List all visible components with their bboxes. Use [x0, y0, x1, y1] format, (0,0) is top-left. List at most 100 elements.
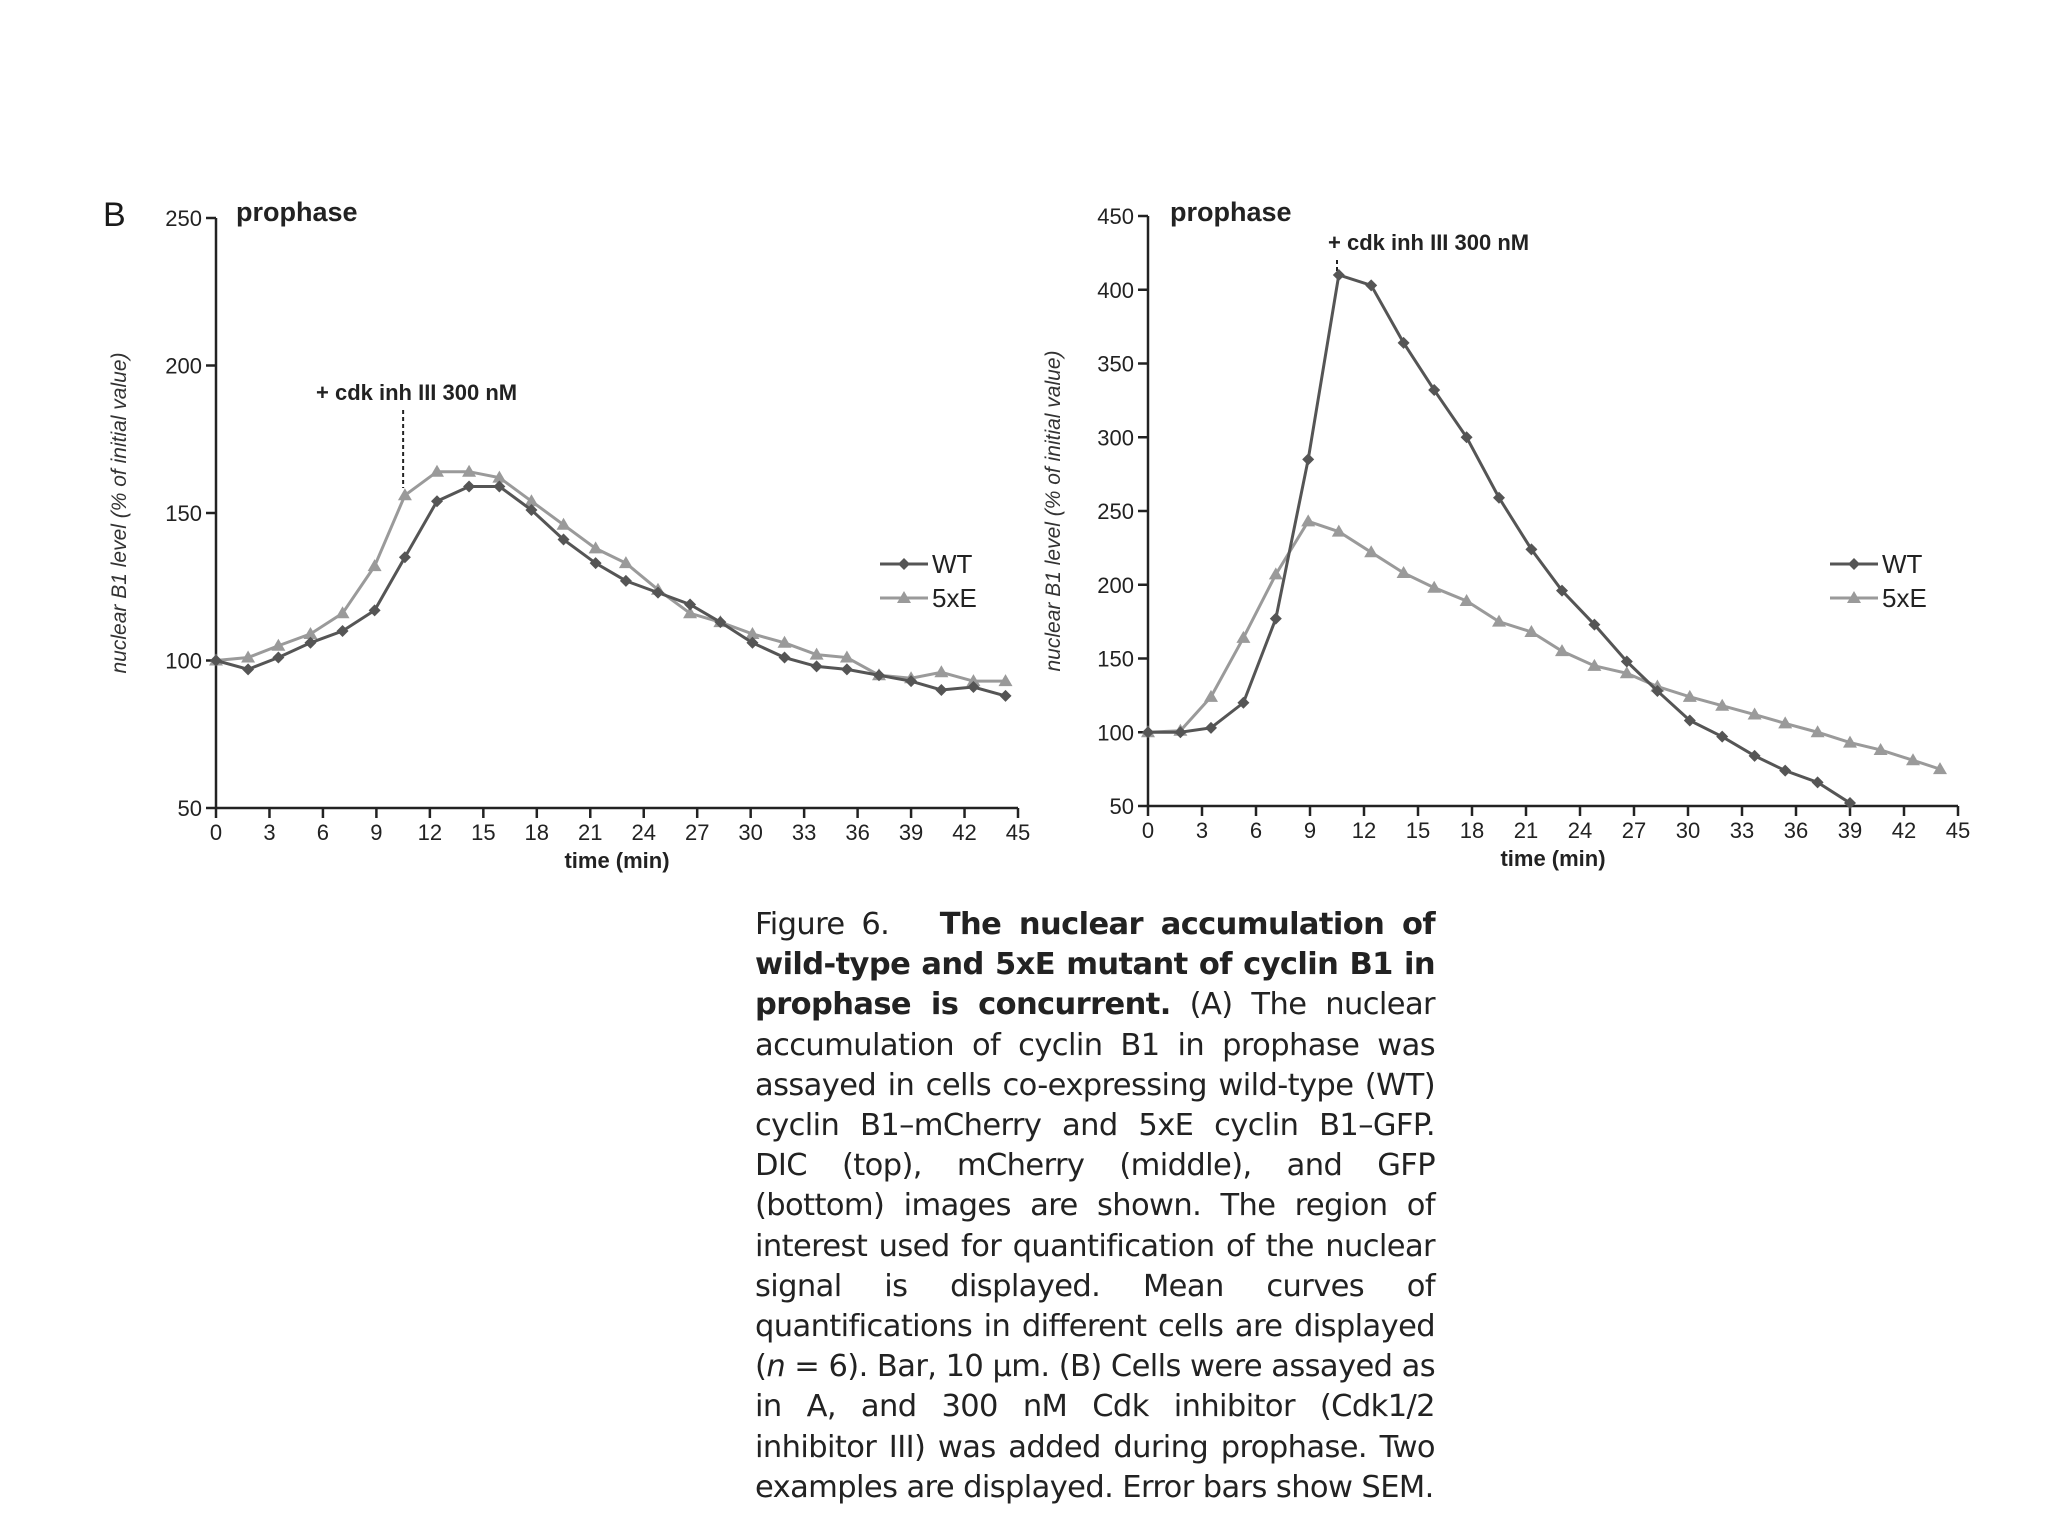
- data-point-5xE: [683, 606, 698, 619]
- data-point-WT: [1748, 749, 1761, 762]
- data-point-5xE: [839, 650, 854, 663]
- x-tick-label: 39: [1838, 818, 1862, 843]
- x-tick-label: 33: [1730, 818, 1754, 843]
- data-point-5xE: [367, 559, 382, 572]
- panel-label: B: [103, 196, 126, 234]
- data-point-5xE: [462, 464, 477, 477]
- data-point-WT: [1779, 764, 1792, 777]
- y-tick-label: 350: [1097, 352, 1134, 377]
- data-point-WT: [1493, 491, 1505, 504]
- chart-title: prophase: [236, 197, 358, 227]
- x-tick-label: 0: [1142, 818, 1154, 843]
- y-tick-label: 50: [178, 796, 202, 821]
- data-point-5xE: [1933, 762, 1947, 775]
- x-tick-label: 15: [471, 820, 495, 845]
- data-point-WT: [1620, 655, 1633, 668]
- legend-marker-5xE: [897, 591, 911, 603]
- legend-marker-WT: [1848, 558, 1860, 570]
- data-point-5xE: [1427, 580, 1442, 593]
- x-tick-label: 39: [899, 820, 923, 845]
- x-tick-label: 6: [1250, 818, 1262, 843]
- series-line-5xE: [215, 470, 1006, 683]
- data-point-5xE: [1555, 644, 1569, 657]
- legend-label-5xE: 5xE: [1882, 583, 1927, 613]
- data-point-5xE: [303, 626, 318, 639]
- x-tick-label: 30: [1676, 818, 1700, 843]
- data-point-5xE: [777, 635, 792, 648]
- x-tick-label: 3: [1196, 818, 1208, 843]
- series-line-WT: [215, 484, 1006, 698]
- data-point-5xE: [556, 517, 571, 530]
- data-point-WT: [778, 651, 791, 664]
- data-point-WT: [336, 625, 349, 637]
- data-point-WT: [430, 495, 443, 508]
- caption-body-1: (A) The nuclear accumulation of cyclin B…: [755, 987, 1436, 1385]
- data-point-WT: [1556, 584, 1568, 597]
- y-tick-label: 400: [1097, 278, 1134, 303]
- series-line-5xE: [1147, 519, 1941, 771]
- data-point-WT: [1237, 696, 1250, 709]
- data-point-WT: [589, 557, 602, 570]
- data-point-WT: [1716, 730, 1729, 743]
- x-tick-label: 18: [525, 820, 549, 845]
- series-line-WT: [1148, 273, 1851, 805]
- data-point-WT: [493, 480, 506, 493]
- data-point-5xE: [1619, 666, 1634, 679]
- x-tick-label: 33: [792, 820, 816, 845]
- data-point-WT: [463, 480, 476, 493]
- data-point-WT: [1365, 279, 1378, 292]
- caption-n: n: [766, 1349, 786, 1385]
- data-point-WT: [210, 654, 222, 667]
- data-point-5xE: [524, 494, 539, 507]
- data-point-WT: [398, 551, 411, 564]
- data-point-WT: [1460, 431, 1473, 444]
- y-tick-label: 200: [165, 354, 202, 379]
- data-point-WT: [999, 689, 1012, 702]
- data-point-5xE: [397, 488, 412, 501]
- y-tick-label: 300: [1097, 425, 1134, 450]
- data-point-5xE: [335, 606, 350, 619]
- y-tick-label: 250: [165, 206, 202, 231]
- data-point-5xE: [1587, 658, 1602, 671]
- data-point-WT: [746, 636, 759, 649]
- x-tick-label: 6: [317, 820, 329, 845]
- x-tick-label: 27: [685, 820, 709, 845]
- y-axis-label: nuclear B1 level (% of initial value): [108, 353, 131, 674]
- data-point-5xE: [618, 556, 633, 569]
- y-tick-label: 250: [1097, 499, 1134, 524]
- data-point-5xE: [934, 665, 949, 678]
- x-tick-label: 24: [1568, 818, 1592, 843]
- x-tick-label: 30: [738, 820, 762, 845]
- caption-body-2: = 6). Bar, 10 μm. (B) Cells were assayed…: [755, 1349, 1436, 1505]
- data-point-WT: [1428, 384, 1441, 397]
- data-point-WT: [1525, 543, 1538, 556]
- data-point-WT: [1174, 726, 1187, 739]
- data-point-5xE: [588, 541, 603, 554]
- x-tick-label: 24: [631, 820, 655, 845]
- data-point-5xE: [492, 470, 507, 483]
- legend-label-WT: WT: [932, 549, 973, 579]
- data-point-5xE: [429, 464, 444, 477]
- data-point-WT: [1588, 618, 1601, 631]
- x-tick-label: 9: [1304, 818, 1316, 843]
- data-point-WT: [368, 604, 381, 617]
- data-point-5xE: [1396, 565, 1411, 578]
- x-tick-label: 45: [1946, 818, 1970, 843]
- data-point-5xE: [809, 647, 824, 660]
- data-point-WT: [935, 684, 948, 696]
- caption-label: Figure 6.: [755, 907, 890, 942]
- data-point-5xE: [1204, 689, 1218, 702]
- data-point-WT: [1397, 336, 1410, 349]
- x-tick-label: 0: [210, 820, 222, 845]
- data-point-WT: [1811, 776, 1824, 789]
- data-point-WT: [905, 675, 918, 688]
- data-point-WT: [1269, 612, 1282, 625]
- data-point-WT: [1142, 726, 1154, 739]
- data-point-WT: [1844, 797, 1856, 810]
- data-point-WT: [967, 681, 980, 694]
- legend-marker-WT: [898, 558, 910, 570]
- data-point-5xE: [998, 674, 1013, 687]
- data-point-WT: [557, 533, 570, 546]
